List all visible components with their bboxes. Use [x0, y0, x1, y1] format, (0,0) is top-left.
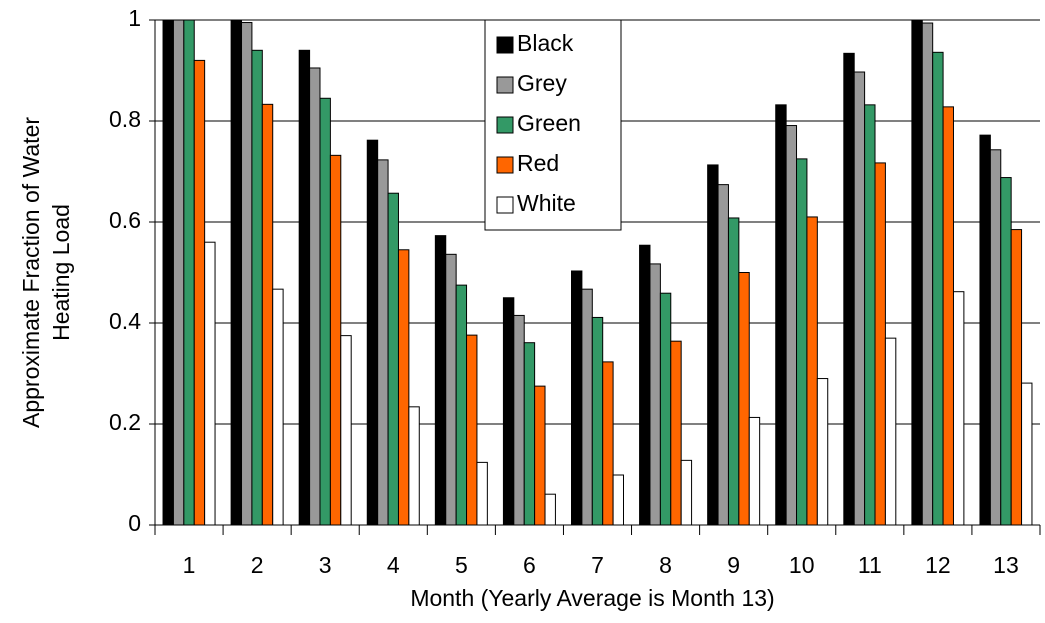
bar	[659, 292, 672, 526]
x-tick-label: 6	[523, 552, 536, 578]
bar	[193, 59, 206, 526]
bar	[445, 253, 457, 526]
x-tick-label: 4	[387, 552, 400, 578]
bar	[513, 314, 525, 526]
bar	[1021, 382, 1033, 526]
bar	[612, 474, 624, 526]
legend-label: Red	[517, 150, 559, 176]
bar	[241, 22, 253, 526]
bar	[162, 19, 174, 526]
legend-label: Grey	[517, 70, 567, 96]
legend-swatch	[496, 76, 514, 94]
y-tick-label: 0.4	[109, 308, 141, 334]
bar	[387, 192, 399, 526]
legend-swatch	[496, 36, 514, 54]
x-tick-label: 5	[455, 552, 468, 578]
bar	[591, 316, 604, 526]
bar	[544, 493, 556, 526]
bar	[230, 19, 243, 526]
y-axis-label: Heating Load	[48, 204, 74, 341]
legend-label: Green	[517, 110, 581, 136]
x-tick-label: 9	[727, 552, 740, 578]
legend-swatch	[496, 196, 514, 214]
bar	[455, 284, 468, 526]
bar	[670, 340, 682, 526]
bar	[502, 297, 515, 526]
x-tick-label: 7	[591, 552, 604, 578]
bar	[1000, 177, 1012, 526]
bar	[298, 49, 311, 526]
bar	[680, 459, 693, 526]
bar	[932, 51, 944, 526]
bar	[864, 104, 876, 526]
bar	[853, 71, 866, 526]
bar	[649, 263, 661, 526]
bar	[466, 334, 478, 526]
bar	[272, 288, 284, 526]
bar	[571, 270, 583, 526]
bar	[172, 19, 185, 526]
bar	[952, 291, 965, 526]
bar	[921, 22, 934, 526]
x-tick-label: 3	[319, 552, 332, 578]
y-tick-label: 0.8	[109, 106, 141, 132]
y-tick-label: 1	[128, 5, 141, 31]
bar	[523, 342, 536, 526]
bar	[309, 67, 321, 526]
bar	[775, 104, 787, 526]
bar	[183, 19, 195, 526]
bar	[727, 217, 740, 526]
x-tick-label: 12	[925, 552, 951, 578]
bar	[717, 184, 729, 526]
x-tick-label: 8	[659, 552, 672, 578]
bar	[942, 106, 954, 526]
legend-label: White	[517, 190, 576, 216]
bar	[204, 241, 216, 526]
bar	[979, 134, 991, 526]
bar	[806, 216, 818, 526]
bar	[261, 103, 274, 526]
y-axis-label: Approximate Fraction of Water	[18, 117, 44, 428]
bar	[911, 19, 923, 526]
bar	[884, 337, 897, 526]
bar	[408, 406, 420, 526]
y-tick-label: 0	[128, 510, 141, 536]
x-tick-label: 1	[183, 552, 196, 578]
bar	[796, 158, 808, 526]
x-tick-label: 11	[858, 552, 882, 578]
bar	[534, 385, 546, 526]
bar	[639, 244, 651, 526]
bar	[434, 235, 447, 526]
bar	[843, 52, 855, 526]
bar	[581, 288, 593, 526]
x-tick-label: 2	[251, 552, 264, 578]
x-tick-label: 13	[993, 552, 1019, 578]
bar	[748, 416, 761, 526]
y-tick-label: 0.2	[109, 409, 141, 435]
x-axis-label: Month (Yearly Average is Month 13)	[410, 585, 774, 611]
bar	[707, 164, 719, 526]
bar	[377, 159, 389, 526]
bar	[785, 125, 798, 526]
bar	[738, 272, 750, 526]
legend-swatch	[496, 156, 514, 174]
bar	[329, 154, 342, 526]
bar	[989, 149, 1002, 526]
bar	[874, 162, 886, 526]
bar	[319, 97, 331, 526]
legend-swatch	[496, 116, 514, 134]
bar	[602, 361, 614, 526]
bar	[340, 335, 352, 526]
y-tick-label: 0.6	[109, 207, 141, 233]
bar	[251, 49, 263, 526]
bar	[397, 249, 410, 526]
bar	[1010, 229, 1023, 526]
bar	[476, 461, 488, 526]
legend-label: Black	[517, 30, 574, 56]
bar	[366, 139, 379, 526]
bar	[816, 378, 829, 526]
x-tick-label: 10	[789, 552, 815, 578]
